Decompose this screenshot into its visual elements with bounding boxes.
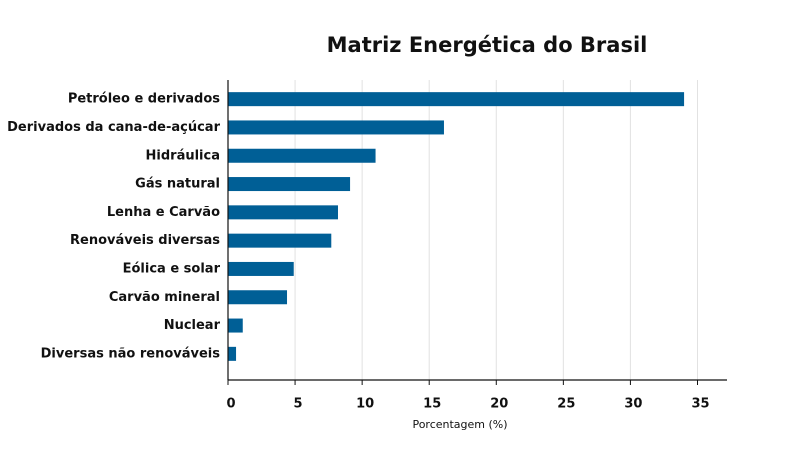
bar [228, 346, 237, 361]
x-tick-label: 20 [490, 397, 508, 412]
y-tick-label: Lenha e Carvão [107, 205, 220, 220]
y-tick-label: Renováveis diversas [70, 233, 220, 248]
y-tick-label: Eólica e solar [123, 261, 221, 276]
x-tick-label: 15 [423, 397, 441, 412]
y-tick-label: Gás natural [135, 177, 220, 192]
x-tick-label: 25 [557, 397, 575, 412]
bar [228, 92, 685, 107]
y-tick-label: Nuclear [164, 318, 221, 333]
x-tick-label: 30 [624, 397, 642, 412]
x-axis-label: Porcentagem (%) [412, 418, 507, 431]
y-tick-label: Derivados da cana-de-açúcar [7, 120, 220, 135]
bar [228, 318, 243, 333]
x-tick-label: 35 [691, 397, 709, 412]
x-tick-label: 5 [294, 397, 303, 412]
y-tick-label: Diversas não renováveis [41, 346, 221, 361]
chart-title: Matriz Energética do Brasil [327, 33, 648, 57]
y-tick-label: Hidráulica [146, 148, 220, 163]
bar [228, 261, 294, 276]
bar [228, 120, 444, 135]
bar [228, 233, 332, 248]
y-tick-label: Petróleo e derivados [68, 92, 220, 107]
x-tick-label: 10 [356, 397, 374, 412]
bar [228, 177, 351, 192]
bar [228, 205, 338, 220]
bar [228, 148, 376, 163]
bar [228, 290, 288, 305]
x-tick-label: 0 [226, 397, 235, 412]
y-tick-label: Carvão mineral [109, 290, 220, 305]
